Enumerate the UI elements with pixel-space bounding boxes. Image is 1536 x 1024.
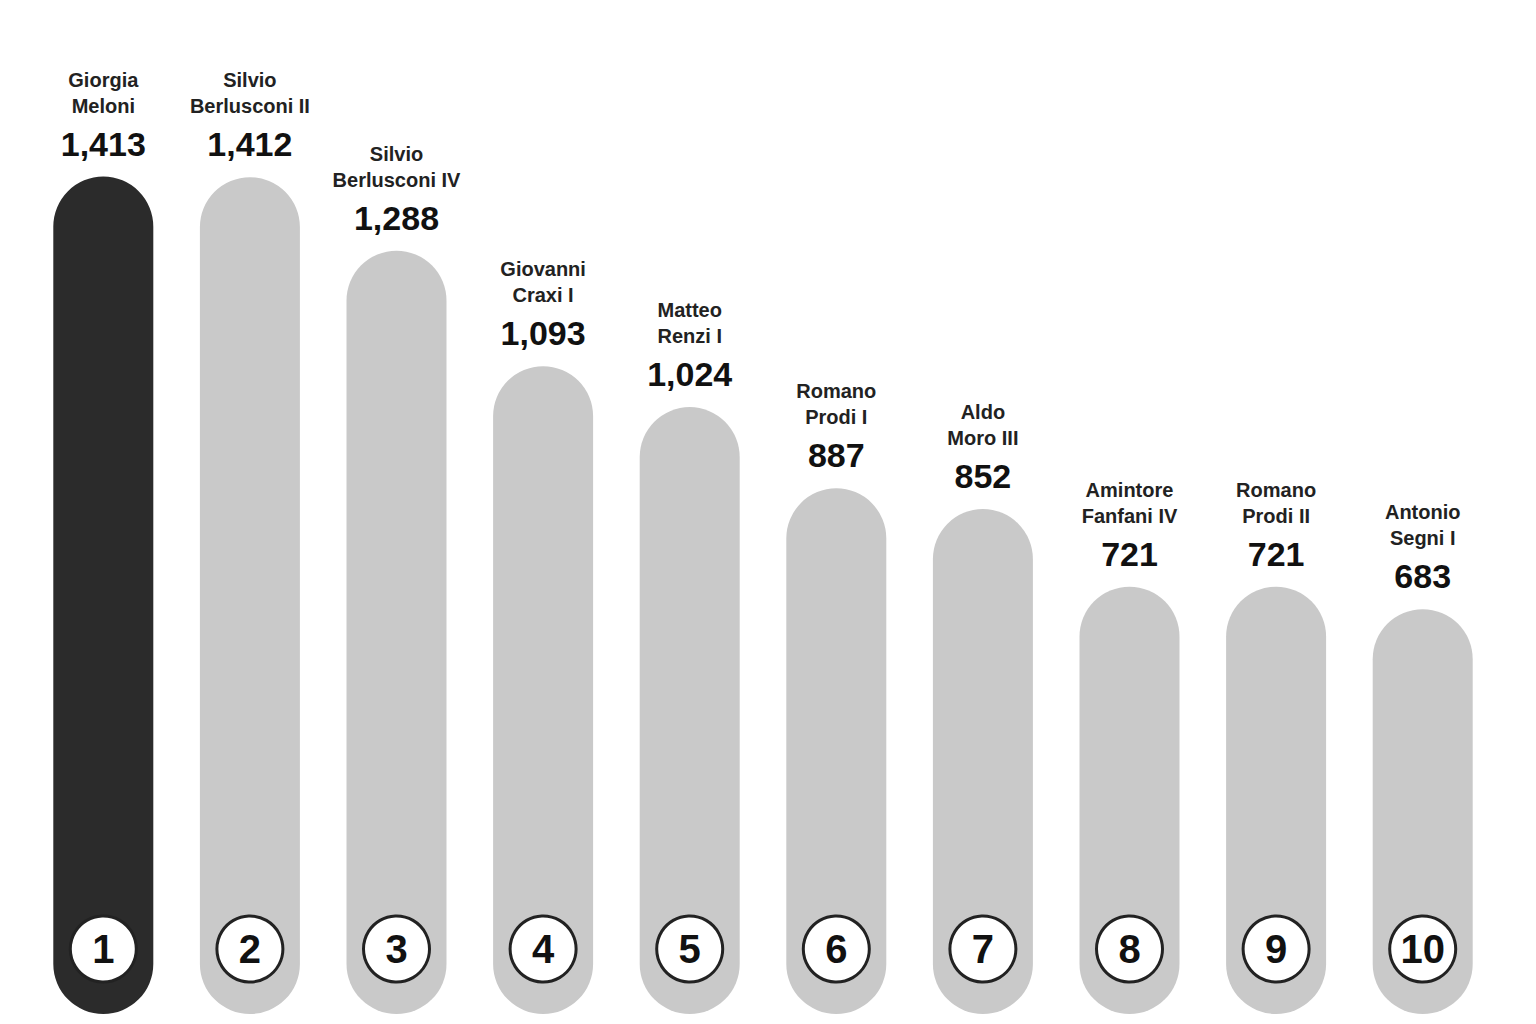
svg-text:Segni I: Segni I	[1390, 527, 1456, 549]
svg-text:8: 8	[1118, 927, 1140, 971]
svg-text:3: 3	[385, 927, 407, 971]
svg-text:Aldo: Aldo	[961, 401, 1005, 423]
svg-text:Berlusconi IV: Berlusconi IV	[333, 169, 461, 191]
svg-text:Romano: Romano	[796, 380, 876, 402]
svg-text:Antonio: Antonio	[1385, 501, 1461, 523]
svg-text:7: 7	[972, 927, 994, 971]
svg-text:Renzi I: Renzi I	[657, 325, 721, 347]
svg-text:Amintore: Amintore	[1086, 479, 1174, 501]
svg-text:852: 852	[955, 457, 1012, 495]
svg-text:Romano: Romano	[1236, 479, 1316, 501]
svg-text:887: 887	[808, 436, 865, 474]
svg-text:5: 5	[679, 927, 701, 971]
svg-text:Meloni: Meloni	[72, 95, 135, 117]
svg-text:1,412: 1,412	[207, 125, 292, 163]
svg-text:Berlusconi II: Berlusconi II	[190, 95, 310, 117]
svg-text:6: 6	[825, 927, 847, 971]
svg-text:Prodi II: Prodi II	[1242, 505, 1310, 527]
svg-text:Moro III: Moro III	[947, 427, 1018, 449]
svg-text:2: 2	[239, 927, 261, 971]
svg-text:Prodi I: Prodi I	[805, 406, 867, 428]
svg-text:Matteo: Matteo	[657, 299, 721, 321]
svg-text:1,093: 1,093	[501, 314, 586, 352]
svg-text:4: 4	[532, 927, 555, 971]
svg-text:Giorgia: Giorgia	[68, 69, 139, 91]
svg-text:Giovanni: Giovanni	[500, 258, 586, 280]
svg-text:Fanfani IV: Fanfani IV	[1082, 505, 1178, 527]
svg-text:Silvio: Silvio	[370, 143, 423, 165]
svg-text:Craxi I: Craxi I	[513, 284, 574, 306]
svg-text:9: 9	[1265, 927, 1287, 971]
svg-text:721: 721	[1248, 535, 1305, 573]
svg-text:1,024: 1,024	[647, 355, 732, 393]
svg-text:1,288: 1,288	[354, 199, 439, 237]
svg-text:Silvio: Silvio	[223, 69, 276, 91]
svg-text:10: 10	[1400, 927, 1445, 971]
svg-text:683: 683	[1394, 557, 1451, 595]
svg-text:721: 721	[1101, 535, 1158, 573]
svg-text:1: 1	[92, 927, 114, 971]
svg-text:1,413: 1,413	[61, 125, 146, 163]
